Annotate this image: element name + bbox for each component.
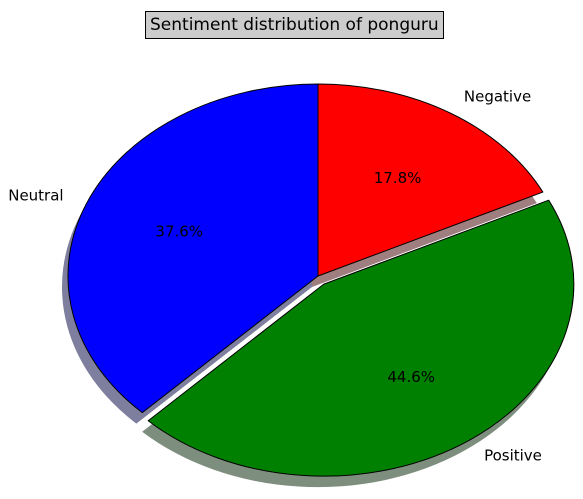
pie-label-layer: Negative 17.8% Positive 44.6% Neutral 37.6%: [8, 87, 542, 464]
pie-slice-layer: [67, 83, 575, 477]
slice-label-positive: Positive: [484, 446, 542, 464]
slice-percent-neutral: 37.6%: [155, 223, 203, 241]
slice-label-neutral: Neutral: [8, 186, 63, 204]
slice-percent-positive: 44.6%: [387, 368, 435, 386]
pie-slice-neutral: [67, 83, 319, 414]
pie-slice-negative: [317, 83, 544, 277]
slice-percent-negative: 17.8%: [374, 169, 422, 187]
chart-title: Sentiment distribution of ponguru: [145, 11, 444, 39]
slice-label-negative: Negative: [464, 87, 531, 105]
pie-slice-positive: [147, 199, 575, 477]
